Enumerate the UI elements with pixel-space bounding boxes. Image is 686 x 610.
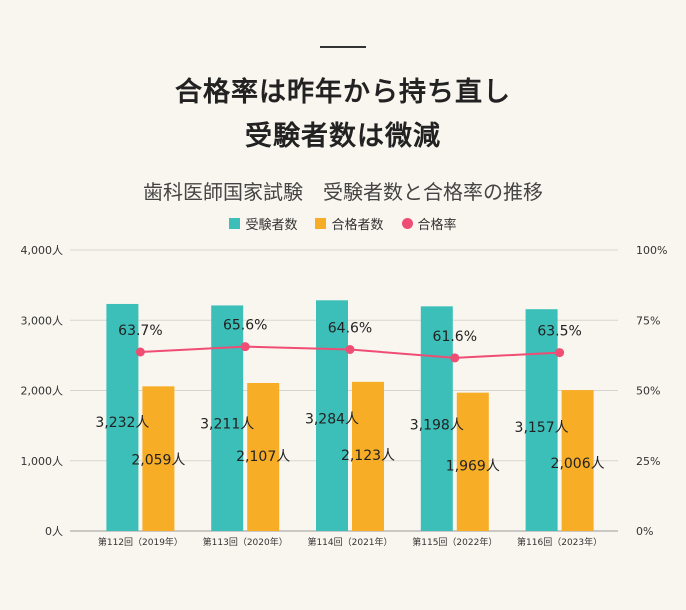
y-left-tick-label: 0人: [45, 525, 63, 538]
bar-examinees: [211, 305, 244, 531]
bar-passers: [352, 381, 384, 531]
pass-rate-point: [345, 344, 355, 354]
data-label-passers: 2,107人: [236, 449, 290, 465]
x-tick-label: 第113回（2020年）: [203, 536, 288, 548]
data-label-pass-rate: 63.7%: [118, 323, 162, 339]
decorative-rule: [320, 46, 366, 48]
y-left-tick-label: 4,000人: [21, 244, 64, 257]
bar-examinees: [316, 300, 348, 531]
y-left-tick-label: 3,000人: [21, 314, 64, 327]
bar-examinees: [420, 306, 453, 531]
data-label-passers: 2,006人: [551, 456, 605, 472]
bar-passers: [247, 382, 280, 531]
legend-item-pass-rate: 合格率: [401, 214, 457, 233]
data-label-passers: 1,969人: [446, 459, 500, 475]
y-left-tick-label: 2,000人: [21, 385, 64, 398]
pass-rate-point: [135, 347, 145, 357]
chart-title: 歯科医師国家試験 受験者数と合格率の推移: [143, 180, 543, 204]
legend-item-passers: 合格者数: [315, 214, 384, 233]
legend-swatch-pass-rate: [401, 218, 413, 229]
bar-passers: [456, 392, 489, 531]
y-right-tick-label: 50%: [636, 385, 660, 398]
x-tick-label: 第112回（2019年）: [98, 536, 183, 548]
data-label-pass-rate: 64.6%: [328, 320, 372, 336]
legend-swatch-passers: [315, 218, 327, 229]
bar-examinees: [106, 303, 139, 531]
legend-swatch-examinees: [229, 218, 241, 229]
headline-line-1: 合格率は昨年から持ち直し: [175, 77, 511, 108]
y-right-tick-label: 100%: [636, 244, 667, 257]
y-right-tick-label: 75%: [636, 314, 660, 327]
legend-label-passers: 合格者数: [331, 218, 384, 233]
y-left-tick-label: 1,000人: [21, 455, 64, 468]
x-tick-label: 第114回（2021年）: [307, 536, 392, 548]
data-label-examinees: 3,232人: [95, 415, 149, 431]
legend-label-pass-rate: 合格率: [417, 218, 457, 233]
y-right-tick-label: 25%: [636, 455, 660, 468]
x-tick-label: 第116回（2023年）: [517, 536, 602, 548]
data-label-examinees: 3,211人: [200, 416, 254, 432]
x-tick-label: 第115回（2022年）: [412, 536, 497, 548]
data-label-passers: 2,059人: [131, 452, 185, 468]
chart-legend: 受験者数 合格者数 合格率: [0, 214, 686, 233]
data-label-pass-rate: 65.6%: [223, 318, 267, 334]
data-label-examinees: 3,198人: [410, 417, 464, 433]
data-label-examinees: 3,157人: [515, 420, 569, 436]
legend-label-examinees: 受験者数: [245, 218, 298, 233]
pass-rate-point: [555, 348, 565, 358]
bar-examinees: [525, 309, 558, 531]
bar-passers: [142, 386, 175, 531]
data-label-passers: 2,123人: [341, 448, 395, 464]
y-right-tick-label: 0%: [636, 525, 653, 538]
headline-line-2: 受験者数は微減: [245, 121, 441, 152]
data-label-pass-rate: 63.5%: [537, 324, 581, 340]
bar-passers: [561, 390, 594, 531]
data-label-pass-rate: 61.6%: [433, 329, 477, 345]
pass-rate-point: [450, 353, 460, 363]
legend-item-examinees: 受験者数: [229, 214, 297, 233]
data-label-examinees: 3,284人: [305, 411, 359, 427]
pass-rate-point: [240, 342, 250, 352]
